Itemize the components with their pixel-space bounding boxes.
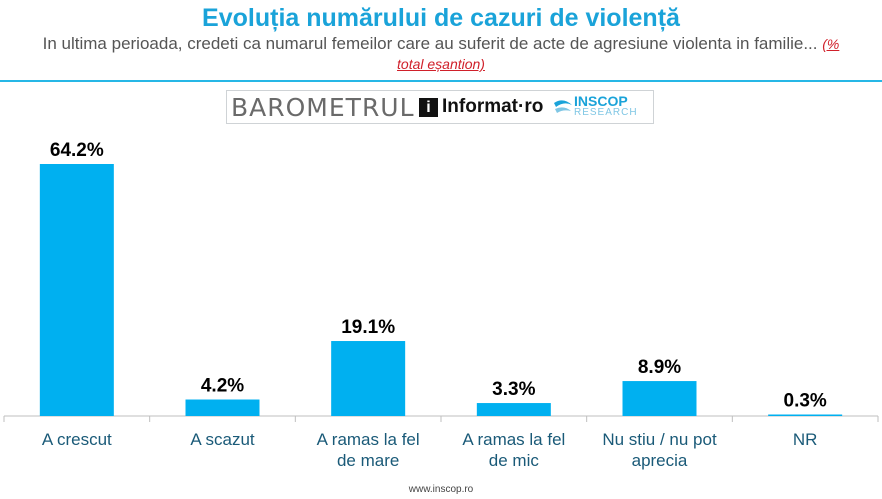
data-label: 3.3% [492, 379, 535, 400]
category-label: A ramas la fel de mare [317, 430, 420, 470]
data-label: 4.2% [201, 376, 244, 397]
inscop-logo: INSCOP RESEARCH [574, 93, 638, 119]
category-label: Nu stiu / nu pot aprecia [602, 430, 717, 470]
bar [331, 341, 406, 416]
data-label: 64.2% [50, 140, 104, 161]
data-label: 19.1% [341, 317, 395, 338]
data-label: 8.9% [638, 357, 681, 378]
brand-banner: BAROMETRUL i Informat·ro INSCOP RESEARCH [226, 90, 654, 124]
bar [476, 403, 551, 416]
data-label: 0.3% [784, 391, 827, 412]
subtitle-note: (% total eșantion) [397, 36, 840, 72]
inscop-research-text: RESEARCH [574, 107, 638, 118]
inscop-logo-text: INSCOP [574, 93, 628, 109]
bar [185, 399, 260, 416]
barometer-logo-text: BAROMETRUL [231, 92, 415, 122]
inscop-swirl-icon [554, 100, 572, 113]
category-label: NR [793, 430, 818, 449]
chart-subtitle: In ultima perioada, credeti ca numarul f… [30, 34, 852, 74]
chart-title: Evoluția numărului de cazuri de violență [202, 4, 680, 32]
category-label: A ramas la fel de mic [462, 430, 565, 470]
category-label: A scazut [190, 430, 255, 449]
subtitle-question: In ultima perioada, credeti ca numarul f… [42, 34, 818, 53]
bar [622, 381, 697, 416]
header-divider [0, 80, 882, 82]
bar [39, 164, 114, 416]
informat-logo-text: Informat·ro [442, 96, 544, 117]
footer-url: www.inscop.ro [408, 484, 474, 495]
bar [768, 414, 843, 416]
informat-i-icon: i [419, 97, 438, 117]
category-label: A crescut [42, 430, 112, 449]
